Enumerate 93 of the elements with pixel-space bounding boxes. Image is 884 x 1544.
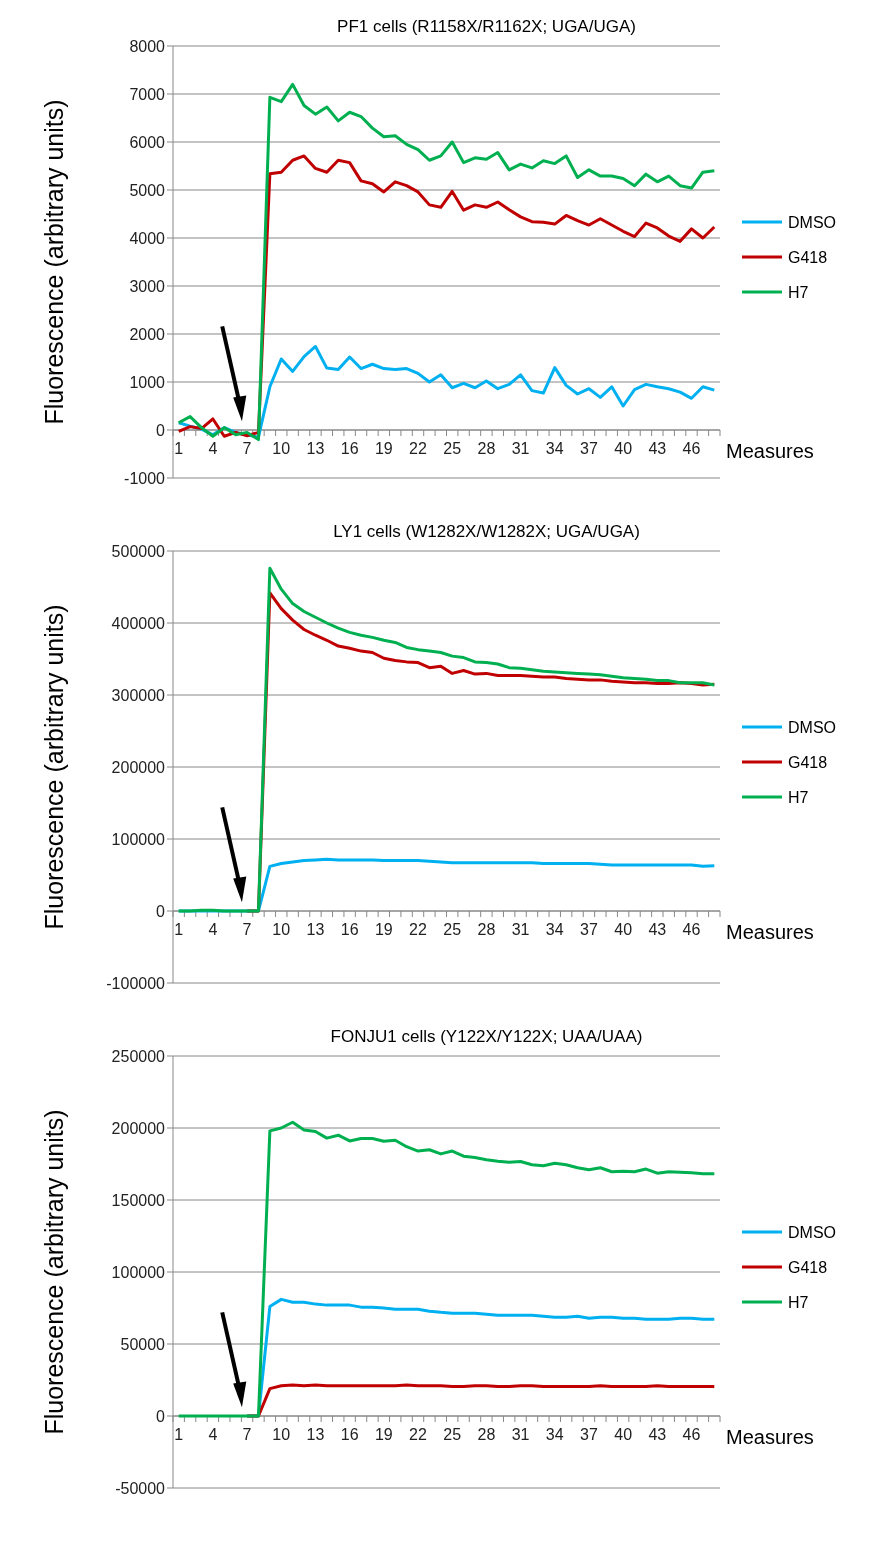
x-tick-label: 25 (443, 440, 462, 457)
x-tick-label: 43 (648, 1426, 667, 1443)
x-tick-label: 34 (545, 440, 564, 457)
x-tick-label: 7 (242, 1426, 252, 1443)
y-axis-title: Fluorescence (arbitrary units) (40, 604, 68, 930)
x-tick-label: 22 (409, 921, 428, 938)
x-tick-label: 40 (614, 1426, 633, 1443)
y-tick-label: -50000 (115, 1479, 166, 1497)
x-tick-label: 46 (682, 1426, 701, 1443)
x-tick-label: 43 (648, 921, 667, 938)
legend-label: G418 (788, 753, 828, 771)
y-tick-label: -100000 (106, 974, 166, 992)
x-tick-label: 19 (374, 921, 393, 938)
legend-label: H7 (788, 283, 809, 301)
y-tick-label: 100000 (111, 1263, 166, 1281)
x-tick-label: 19 (374, 440, 393, 457)
x-tick-label: 37 (580, 440, 598, 457)
y-tick-label: 7000 (129, 85, 166, 103)
y-axis-title: Fluorescence (arbitrary units) (40, 1109, 68, 1435)
y-tick-label: 500000 (111, 542, 166, 560)
x-tick-label: 46 (682, 921, 701, 938)
line-series (177, 82, 716, 442)
legend-label: H7 (788, 1293, 809, 1311)
y-tick-label: 50000 (120, 1335, 166, 1353)
x-tick-label: 43 (648, 440, 667, 457)
y-tick-label: 8000 (129, 37, 166, 55)
x-tick-label: 31 (511, 440, 530, 457)
x-tick-label: 13 (306, 921, 325, 938)
x-tick-label: 40 (614, 921, 633, 938)
x-tick-label: 1 (174, 440, 184, 457)
x-tick-label: 46 (682, 440, 701, 457)
line-series (177, 566, 716, 913)
x-tick-label: 13 (306, 1426, 325, 1443)
y-axis-title: Fluorescence (arbitrary units) (40, 99, 68, 425)
y-tick-label: 4000 (129, 229, 166, 247)
y-tick-label: 0 (156, 421, 166, 439)
x-tick-label: 16 (340, 1426, 359, 1443)
y-tick-label: 400000 (111, 614, 166, 632)
chart-title: PF1 cells (R1158X/R1162X; UGA/UGA) (337, 17, 636, 36)
chart-title: LY1 cells (W1282X/W1282X; UGA/UGA) (333, 522, 640, 541)
x-tick-label: 10 (272, 1426, 291, 1443)
y-tick-label: 200000 (111, 1119, 166, 1137)
line-series (177, 1120, 716, 1418)
y-tick-label: 200000 (111, 758, 166, 776)
legend-label: DMSO (788, 1223, 836, 1241)
x-tick-label: 34 (545, 921, 564, 938)
y-tick-label: 3000 (129, 277, 166, 295)
x-tick-label: 31 (511, 1426, 530, 1443)
x-axis-title: Measures (726, 440, 814, 462)
x-tick-label: 4 (208, 1426, 218, 1443)
x-tick-label: 25 (443, 1426, 462, 1443)
y-tick-label: 5000 (129, 181, 166, 199)
y-tick-label: 300000 (111, 686, 166, 704)
legend-label: G418 (788, 1258, 828, 1276)
x-tick-label: 40 (614, 440, 633, 457)
y-tick-label: 2000 (129, 325, 166, 343)
x-tick-label: 19 (374, 1426, 393, 1443)
legend-label: H7 (788, 788, 809, 806)
x-tick-label: 13 (306, 440, 325, 457)
x-tick-label: 34 (545, 1426, 564, 1443)
legend-label: DMSO (788, 718, 836, 736)
y-tick-label: 150000 (111, 1191, 166, 1209)
x-tick-label: 16 (340, 921, 359, 938)
x-tick-label: 22 (409, 1426, 428, 1443)
x-tick-label: 28 (477, 921, 496, 938)
x-tick-label: 31 (511, 921, 530, 938)
x-tick-label: 25 (443, 921, 462, 938)
x-tick-label: 4 (208, 921, 218, 938)
x-tick-label: 4 (208, 440, 218, 457)
x-tick-label: 1 (174, 921, 184, 938)
legend-label: DMSO (788, 213, 836, 231)
x-tick-label: 28 (477, 440, 496, 457)
x-tick-label: 10 (272, 440, 291, 457)
x-tick-label: 22 (409, 440, 428, 457)
x-tick-label: 37 (580, 921, 598, 938)
y-tick-label: 6000 (129, 133, 166, 151)
legend-label: G418 (788, 248, 828, 266)
y-tick-label: 0 (156, 902, 166, 920)
x-tick-label: 10 (272, 921, 291, 938)
y-tick-label: 100000 (111, 830, 166, 848)
y-tick-label: -1000 (124, 469, 166, 487)
x-tick-label: 28 (477, 1426, 496, 1443)
x-tick-label: 37 (580, 1426, 598, 1443)
x-tick-label: 7 (242, 440, 252, 457)
x-tick-label: 7 (242, 921, 252, 938)
x-tick-label: 1 (174, 1426, 184, 1443)
chart-title: FONJU1 cells (Y122X/Y122X; UAA/UAA) (330, 1027, 643, 1046)
x-axis-title: Measures (726, 921, 814, 943)
y-tick-label: 0 (156, 1407, 166, 1425)
x-tick-label: 16 (340, 440, 359, 457)
x-axis-title: Measures (726, 1426, 814, 1448)
y-tick-label: 1000 (129, 373, 166, 391)
y-tick-label: 250000 (111, 1047, 166, 1065)
